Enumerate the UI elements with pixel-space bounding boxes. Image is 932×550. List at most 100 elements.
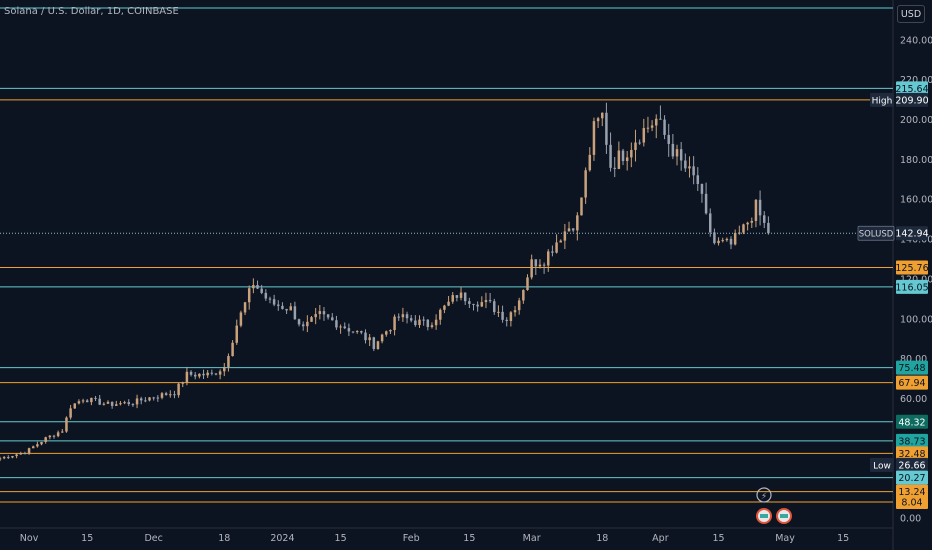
- y-tick-label: 100.00: [900, 314, 932, 325]
- level-price-label: 26.66: [898, 460, 925, 471]
- candle-body: [148, 397, 151, 401]
- candle-body: [264, 292, 268, 299]
- candle-body: [36, 444, 39, 447]
- level-price-label: 20.27: [898, 473, 925, 484]
- candle-body: [243, 302, 247, 313]
- candle-body: [364, 332, 367, 341]
- candle-body: [169, 394, 172, 396]
- candle-body: [592, 121, 596, 155]
- candle-body: [563, 231, 567, 241]
- level-price-label-bg: [896, 457, 928, 472]
- candle-body: [293, 306, 297, 320]
- candle-body: [306, 321, 309, 327]
- candle-body: [310, 317, 313, 322]
- candle-body: [480, 302, 484, 307]
- candle-body: [198, 373, 201, 377]
- x-tick-label: Mar: [523, 533, 541, 544]
- candle-body: [227, 356, 230, 367]
- candle-body: [189, 371, 193, 375]
- candle-body: [463, 292, 467, 302]
- candle-body: [23, 453, 27, 455]
- x-tick-label: 2024: [270, 533, 294, 544]
- candle-body: [621, 150, 625, 162]
- x-tick-label: May: [775, 533, 795, 544]
- candle-body: [314, 314, 317, 318]
- candle-body: [692, 166, 695, 176]
- candle-body: [94, 397, 97, 399]
- candle-body: [131, 404, 135, 406]
- candle-body: [73, 403, 77, 409]
- candle-body: [729, 238, 733, 245]
- chart-title: Solana / U.S. Dollar, 1D, COINBASE: [4, 6, 179, 17]
- candle-body: [281, 305, 284, 309]
- candle-body: [709, 213, 712, 233]
- candle-body: [102, 403, 106, 405]
- candle-body: [0, 458, 2, 460]
- candle-body: [289, 306, 292, 311]
- level-price-label-bg: [896, 446, 928, 461]
- level-price-label-bg: [896, 414, 928, 429]
- y-tick-label: 200.00: [900, 115, 932, 126]
- candle-body: [530, 259, 533, 278]
- candle-body: [160, 393, 164, 398]
- candle-body: [684, 160, 687, 169]
- candle-body: [355, 331, 359, 333]
- event-marker-band: [760, 514, 768, 518]
- candle-body: [551, 251, 554, 253]
- candle-body: [115, 404, 118, 406]
- candle-body: [214, 373, 218, 375]
- candle-body: [260, 288, 263, 293]
- candle-body: [173, 394, 176, 396]
- candle-body: [40, 441, 43, 445]
- candle-body: [517, 300, 521, 311]
- candle-body: [501, 311, 504, 320]
- candle-body: [542, 264, 546, 266]
- candle-body: [81, 400, 85, 402]
- candle-body: [625, 157, 629, 162]
- candle-body: [738, 232, 741, 234]
- candle-body: [202, 373, 205, 376]
- candle-body: [700, 184, 704, 194]
- level-tag-bg: [870, 92, 894, 107]
- candle-body: [223, 366, 226, 372]
- candle-body: [164, 393, 168, 396]
- candle-body: [48, 435, 52, 438]
- candle-body: [397, 316, 400, 318]
- candle-body: [609, 144, 612, 168]
- candle-body: [696, 175, 700, 185]
- symbol-tag-label: SOLUSD: [859, 230, 894, 240]
- candle-body: [447, 301, 450, 306]
- level-price-label: 13.24: [898, 487, 925, 498]
- candle-body: [667, 134, 670, 144]
- level-price-label-bg: [896, 375, 928, 390]
- candle-body: [484, 300, 488, 303]
- level-price-label: 67.94: [898, 378, 925, 389]
- level-price-label: 125.76: [895, 263, 928, 274]
- candle-body: [7, 457, 10, 459]
- candle-body: [472, 303, 475, 305]
- candle-body: [185, 371, 189, 383]
- candle-body: [335, 320, 338, 328]
- candle-body: [401, 314, 405, 318]
- candle-body: [65, 417, 68, 432]
- candle-body: [505, 319, 508, 321]
- candle-body: [675, 149, 679, 157]
- candle-body: [758, 199, 762, 216]
- candle-body: [459, 292, 463, 298]
- lightning-icon: [756, 487, 772, 503]
- candle-body: [360, 331, 363, 333]
- currency-selector[interactable]: USD: [897, 5, 925, 23]
- candle-body: [601, 112, 604, 119]
- candle-body: [439, 309, 442, 320]
- candle-body: [679, 149, 683, 161]
- x-tick-label: 18: [218, 533, 230, 544]
- y-tick-label: 60.00: [900, 394, 927, 405]
- candle-body: [156, 397, 160, 399]
- candle-body: [144, 400, 147, 402]
- candle-body: [218, 371, 222, 375]
- candle-body: [2, 457, 6, 459]
- y-tick-label: 240.00: [900, 35, 932, 46]
- candle-body: [422, 319, 425, 321]
- candle-body: [326, 314, 330, 318]
